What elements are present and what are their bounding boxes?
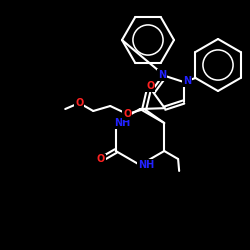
Text: NH: NH xyxy=(114,118,130,128)
Text: NH: NH xyxy=(138,160,154,170)
Text: N: N xyxy=(183,76,191,86)
Text: O: O xyxy=(146,81,154,91)
Text: N: N xyxy=(158,70,166,80)
Text: O: O xyxy=(97,154,105,164)
Text: O: O xyxy=(75,98,83,108)
Text: O: O xyxy=(123,109,131,119)
